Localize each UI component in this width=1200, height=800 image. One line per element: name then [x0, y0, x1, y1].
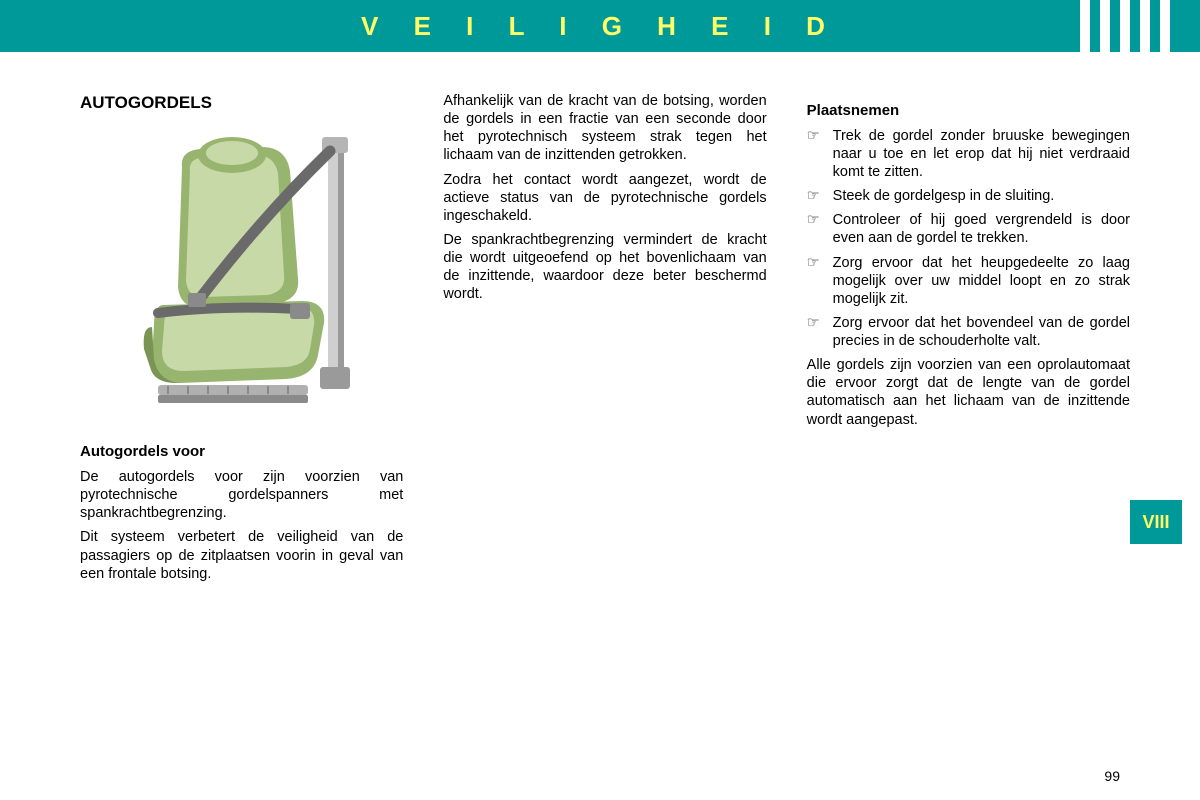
column-2: Afhankelijk van de kracht van de botsing… [443, 92, 766, 589]
list-item: Zorg ervoor dat het heupgedeelte zo laag… [807, 254, 1130, 308]
col1-heading: AUTOGORDELS [80, 92, 403, 113]
content-area: AUTOGORDELS [0, 52, 1200, 589]
header-title: V E I L I G H E I D [361, 11, 839, 42]
col2-p3: De spankrachtbegrenzing vermindert de kr… [443, 231, 766, 304]
list-item: Zorg ervoor dat het bovendeel van de gor… [807, 314, 1130, 350]
column-1: AUTOGORDELS [80, 92, 403, 589]
list-item: Steek de gordelgesp in de sluiting. [807, 187, 1130, 205]
col3-heading: Plaatsnemen [807, 102, 1130, 121]
chapter-tab: VIII [1130, 500, 1182, 544]
col2-p2: Zodra het contact wordt aangezet, wordt … [443, 171, 766, 225]
page-header: V E I L I G H E I D [0, 0, 1200, 52]
header-decorative-bars [1080, 0, 1170, 52]
col1-subheading: Autogordels voor [80, 443, 403, 462]
list-item: Controleer of hij goed vergrendeld is do… [807, 211, 1130, 247]
col1-p2: Dit systeem verbetert de veiligheid van … [80, 528, 403, 582]
col2-p1: Afhankelijk van de kracht van de botsing… [443, 92, 766, 165]
page-number: 99 [1104, 768, 1120, 784]
list-item: Trek de gordel zonder bruuske bewegingen… [807, 127, 1130, 181]
col3-p-after: Alle gordels zijn voorzien van een oprol… [807, 356, 1130, 429]
seat-belt-illustration [102, 127, 382, 427]
column-3: Plaatsnemen Trek de gordel zonder bruusk… [807, 92, 1130, 589]
col1-p1: De autogordels voor zijn voorzien van py… [80, 468, 403, 522]
col3-bullet-list: Trek de gordel zonder bruuske bewegingen… [807, 127, 1130, 350]
